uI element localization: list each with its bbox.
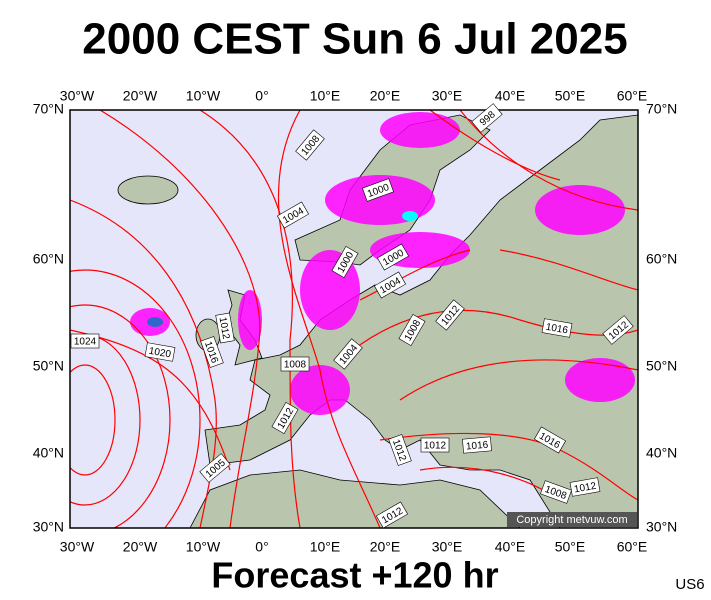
lon-label: 10°E <box>310 88 341 104</box>
lat-label: 70°N <box>646 101 677 117</box>
isobar-label-box <box>541 318 573 338</box>
isobar-label: 1012 <box>424 441 447 452</box>
lat-label: 50°N <box>646 358 677 374</box>
isobar-label-box <box>280 356 310 372</box>
land-africa <box>189 469 521 528</box>
lon-label: 30°W <box>60 539 95 555</box>
isobar-label-box <box>362 178 394 202</box>
lon-label: 30°W <box>60 88 95 104</box>
isobar-label: 1008 <box>284 360 307 371</box>
isobar-label-box <box>398 313 426 347</box>
lat-label: 40°N <box>646 445 677 461</box>
lon-label: 20°W <box>123 539 158 555</box>
copyright-box <box>507 512 637 527</box>
caption: Forecast +120 hr <box>211 555 498 596</box>
lon-label: 40°E <box>495 88 526 104</box>
isobar-label-box <box>144 342 176 362</box>
lat-label: 40°N <box>33 445 64 461</box>
isobar-label-box <box>569 477 601 497</box>
lat-label: 30°N <box>646 519 677 535</box>
copyright: Copyright metvuw.com <box>516 514 627 526</box>
isobar-label-box <box>388 434 412 466</box>
lon-label: 30°E <box>432 88 463 104</box>
lon-label: 50°E <box>555 88 586 104</box>
isobar-label-box <box>271 401 299 435</box>
lat-label: 60°N <box>33 251 64 267</box>
isobar-label: 1012 <box>217 316 232 340</box>
isobar-label-box <box>471 103 503 133</box>
isobar-label-box <box>462 436 492 454</box>
lon-label: 0° <box>255 539 268 555</box>
precipitation <box>130 112 635 415</box>
lon-label: 40°E <box>495 539 526 555</box>
isobar-label: 1016 <box>545 322 569 337</box>
isobar-label-box <box>199 453 231 483</box>
lon-label: 10°W <box>186 539 221 555</box>
lon-label: 30°E <box>432 539 463 555</box>
isobar-label-box <box>70 333 100 349</box>
isobar-label-box <box>602 315 634 345</box>
land-iceland <box>117 175 179 205</box>
lon-label: 20°E <box>370 539 401 555</box>
isobar-label-box <box>373 271 407 299</box>
lat-label: 70°N <box>33 101 64 117</box>
isobar-label-box <box>331 245 359 279</box>
run-code: US6 <box>675 576 704 593</box>
isobar-label: 1016 <box>466 440 490 453</box>
lon-label: 20°W <box>123 88 158 104</box>
isobar-label: 1012 <box>573 481 597 496</box>
lon-label: 50°E <box>555 539 586 555</box>
isobar-label: 1024 <box>74 337 97 348</box>
lon-label: 10°E <box>310 539 341 555</box>
isobar-label-box <box>295 129 325 161</box>
isobar-label-box <box>540 480 572 504</box>
isobar-label-box <box>533 426 567 454</box>
isobar-label-box <box>375 501 409 529</box>
lon-label: 60°E <box>617 88 648 104</box>
lat-label: 60°N <box>646 251 677 267</box>
lon-label: 10°W <box>186 88 221 104</box>
map-frame <box>69 109 639 529</box>
lat-label: 50°N <box>33 358 64 374</box>
isobar-label-box <box>215 312 235 344</box>
isobar-label-box <box>333 338 363 370</box>
isobar-label-box <box>420 437 450 453</box>
isobar-label-box <box>276 201 310 229</box>
lon-label: 60°E <box>617 539 648 555</box>
isobar-label-box <box>200 336 224 368</box>
title: 2000 CEST Sun 6 Jul 2025 <box>82 15 627 64</box>
lat-label: 30°N <box>33 519 64 535</box>
isobar-label: 1020 <box>148 346 172 361</box>
isobar-label-box <box>376 243 410 271</box>
lon-label: 0° <box>255 88 268 104</box>
isobar-label-box <box>435 299 465 331</box>
lon-label: 20°E <box>370 88 401 104</box>
